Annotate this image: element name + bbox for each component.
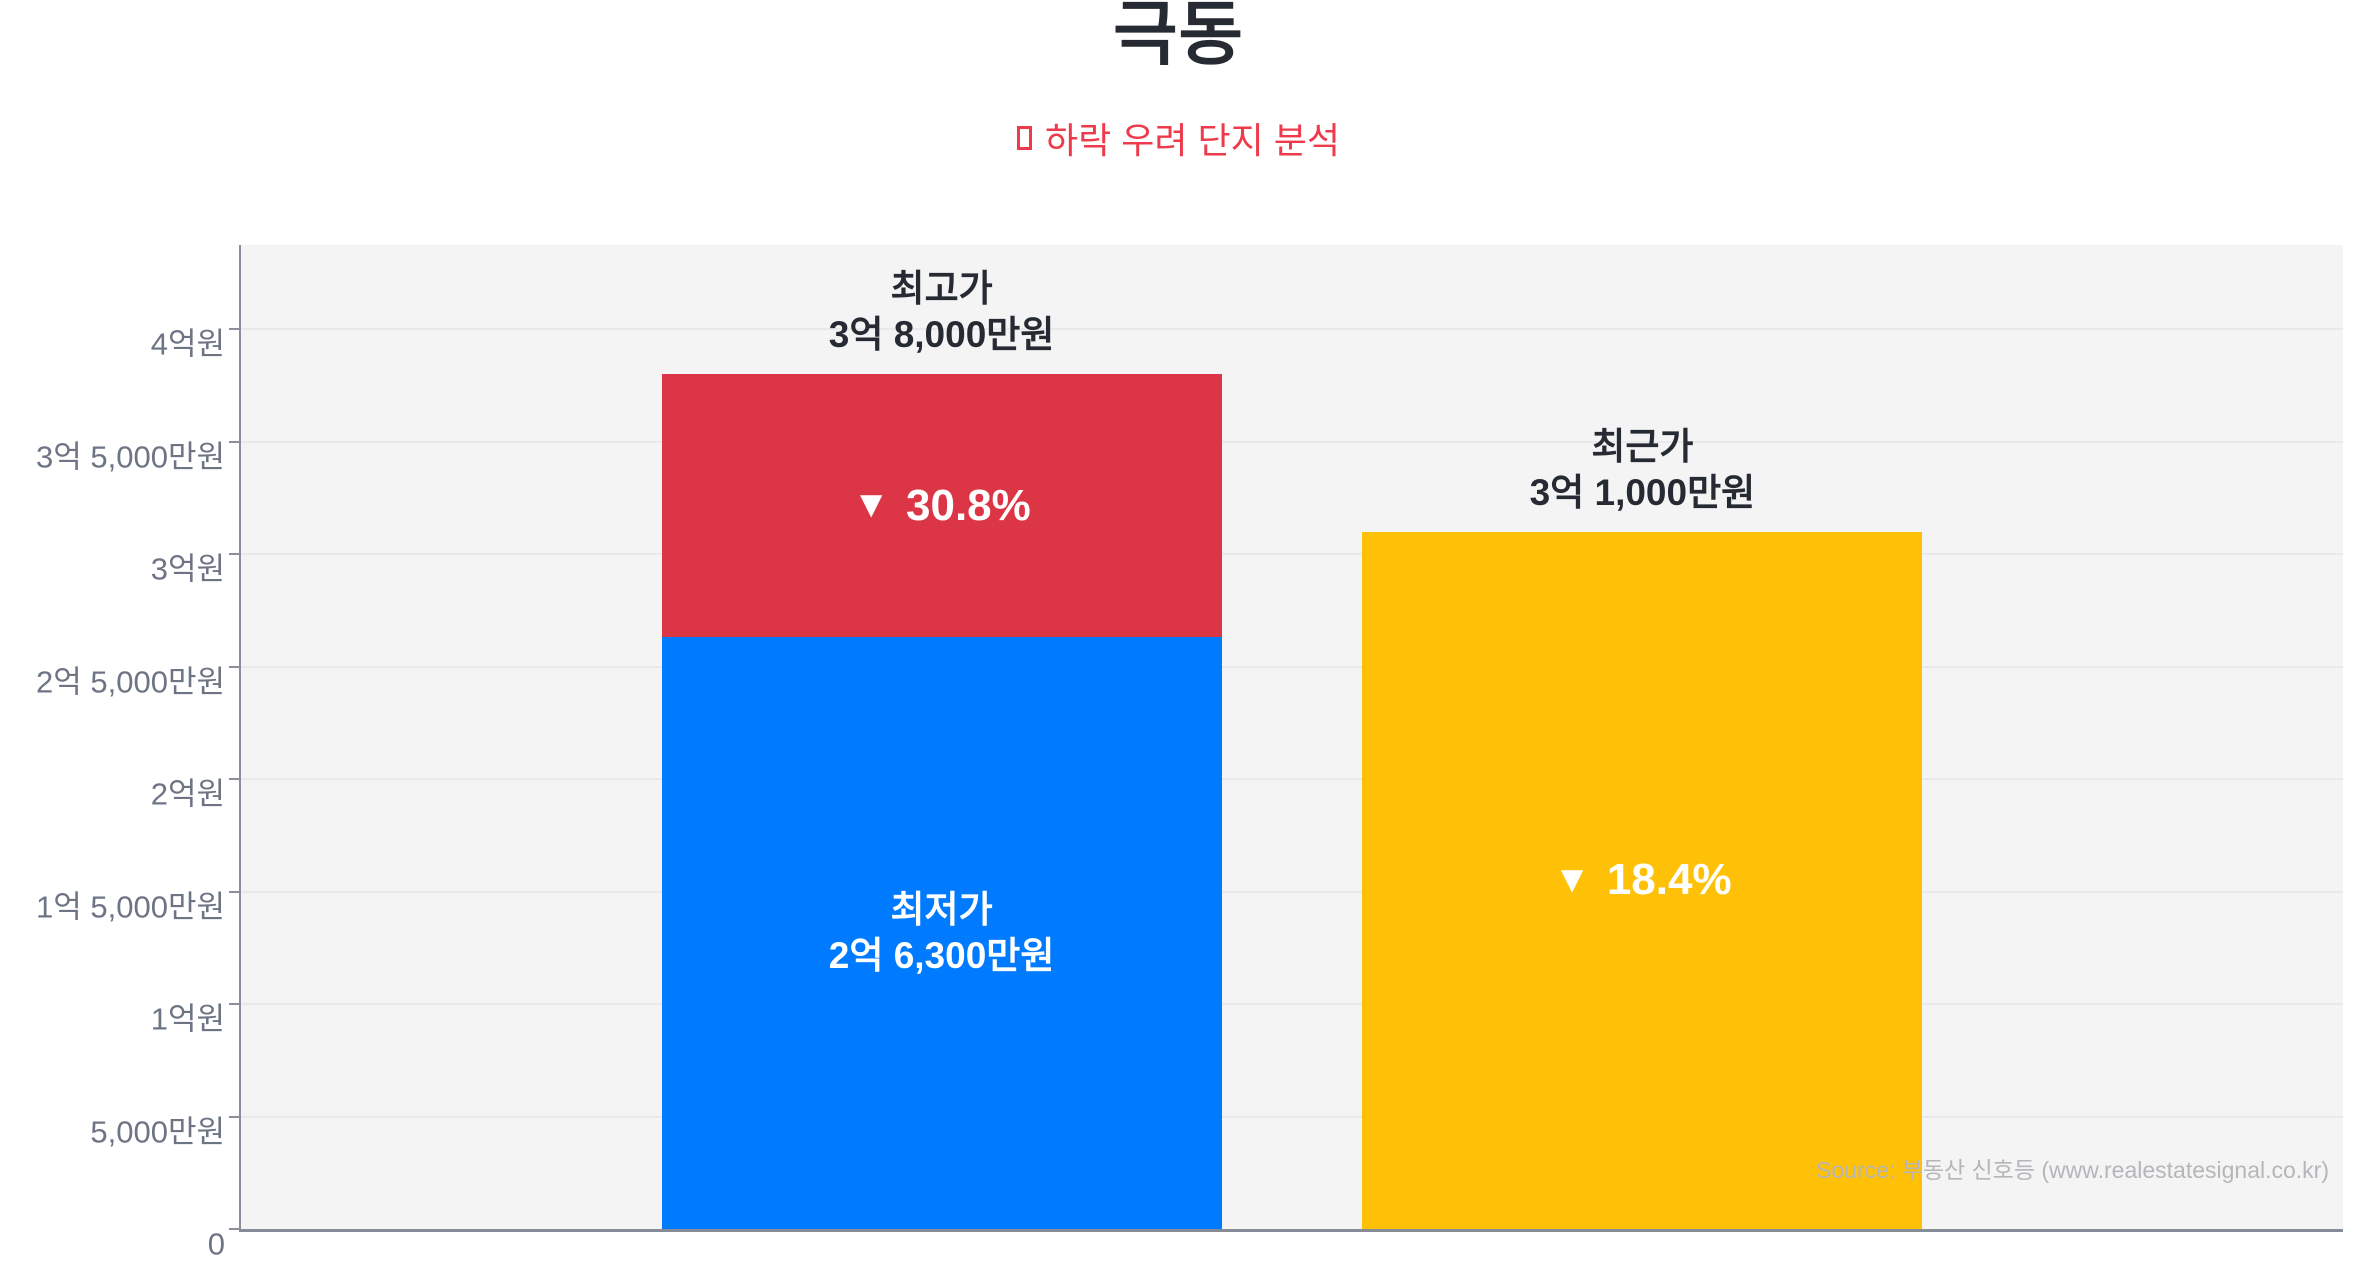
drop-badge: ▼ 30.8% <box>852 481 1030 531</box>
bar-top-label-line: 3억 1,000만원 <box>1529 471 1756 513</box>
y-axis-tick <box>229 890 239 893</box>
y-tick-label: 3억 5,000만원 <box>36 439 225 475</box>
gridline <box>241 890 2343 893</box>
y-axis-tick <box>229 665 239 668</box>
y-axis-tick <box>229 553 239 556</box>
y-axis-tick <box>229 778 239 781</box>
bar-top-label-recent-price: 최근가 3억 1,000만원 <box>1530 424 1756 516</box>
gridline <box>241 553 2343 556</box>
drop-percent-value: 30.8% <box>906 480 1031 530</box>
segment-value-label: 최저가 2억 6,300만원 <box>829 887 1055 979</box>
bar-recent-price: ▼ 18.4% <box>1362 245 1923 1229</box>
page-title: 극동 <box>1113 0 1244 73</box>
y-tick-label: 1억원 <box>150 1001 225 1037</box>
bar-top-label-line: 3억 8,000만원 <box>828 314 1055 356</box>
gridline <box>241 328 2343 331</box>
drop-percent-value: 18.4% <box>1606 855 1732 905</box>
bar-segment-lowest-price: 최저가 2억 6,300만원 <box>661 637 1222 1229</box>
segment-value-line: 최저가 <box>890 889 993 931</box>
y-tick-label: 2억 5,000만원 <box>36 664 225 700</box>
drop-badge: ▼ 18.4% <box>1553 855 1731 905</box>
y-tick-label: 2억원 <box>150 776 225 812</box>
source-credit: Source: 부동산 신호등 (www.realestatesignal.co… <box>1816 1157 2329 1183</box>
y-axis-tick <box>229 328 239 331</box>
y-axis-tick <box>229 1228 239 1230</box>
bar-segment-recent: ▼ 18.4% <box>1362 531 1923 1229</box>
plot-area: Source: 부동산 신호등 (www.realestatesignal.co… <box>36 245 2343 1260</box>
gridline <box>241 778 2343 781</box>
y-axis-tick <box>229 440 239 443</box>
y-tick-label: 1억 5,000만원 <box>36 889 225 925</box>
gridline <box>241 440 2343 443</box>
y-axis-tick <box>229 1003 239 1006</box>
gridline <box>241 665 2343 668</box>
down-triangle-icon: ▼ <box>852 484 891 527</box>
square-bullet-icon <box>1017 126 1033 150</box>
segment-value-line: 2억 6,300만원 <box>828 935 1055 977</box>
bar-peak-vs-lowest: 최저가 2억 6,300만원 ▼ 30.8% <box>661 245 1222 1229</box>
y-tick-label: 4억원 <box>150 326 225 362</box>
gridline <box>241 1003 2343 1006</box>
gridline <box>241 1115 2343 1118</box>
bar-segment-drop-from-peak: ▼ 30.8% <box>661 374 1222 638</box>
chart-subtitle: 하락 우려 단지 분석 <box>0 112 2357 164</box>
down-triangle-icon: ▼ <box>1553 858 1591 901</box>
y-tick-label: 0 <box>207 1226 225 1262</box>
bar-top-label-peak-vs-lowest: 최고가 3억 8,000만원 <box>829 266 1055 358</box>
y-tick-label: 3억원 <box>150 551 225 587</box>
y-tick-label: 5,000만원 <box>90 1114 225 1150</box>
bar-top-label-line: 최근가 <box>1591 425 1694 467</box>
subtitle-text: 하락 우려 단지 분석 <box>1045 120 1340 161</box>
bar-top-label-line: 최고가 <box>890 268 993 310</box>
y-axis-tick <box>229 1115 239 1118</box>
